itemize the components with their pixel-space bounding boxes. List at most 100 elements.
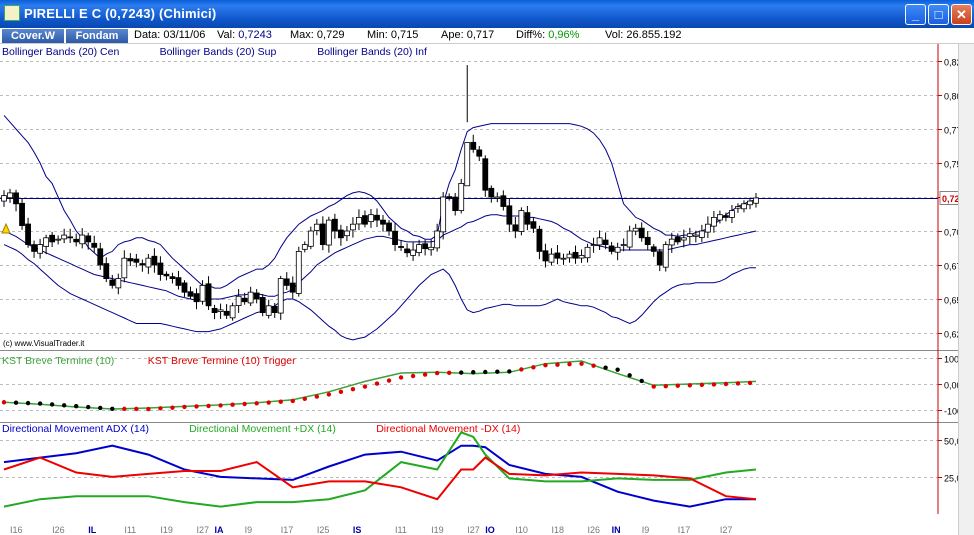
candle-body xyxy=(518,210,525,232)
candle-body xyxy=(73,238,80,243)
candle-body xyxy=(668,238,675,246)
info-diff: Diff%: 0,96% xyxy=(516,29,580,41)
candle xyxy=(115,273,122,295)
price-legend-item: Bollinger Bands (20) Cen xyxy=(2,46,119,58)
candle-body xyxy=(524,212,531,225)
candle xyxy=(151,248,158,273)
candle xyxy=(542,243,549,268)
candle-body xyxy=(344,230,350,237)
candle xyxy=(277,275,284,320)
candle-body xyxy=(434,230,441,249)
candle-body xyxy=(79,234,86,245)
candle-body xyxy=(584,246,591,259)
candle-body xyxy=(163,273,170,277)
candle xyxy=(422,239,429,256)
current-price-label: 0,7243 xyxy=(942,194,958,204)
bollinger-sup-line xyxy=(3,115,757,289)
kst-trigger-dot xyxy=(519,367,524,372)
candle xyxy=(313,219,320,236)
candle xyxy=(560,253,567,265)
candle-body xyxy=(650,246,657,252)
candle xyxy=(7,188,13,203)
candle-body xyxy=(482,158,489,191)
tab-fondam[interactable]: Fondam xyxy=(66,29,128,43)
kst-trigger-dot xyxy=(314,394,320,399)
candle-body xyxy=(199,284,206,302)
candle-body xyxy=(61,234,68,240)
x-tick-label: IL xyxy=(88,525,97,535)
candle xyxy=(127,253,134,267)
candle-body xyxy=(271,305,278,314)
kst-trigger-dot xyxy=(374,381,380,386)
candle-body xyxy=(692,234,699,237)
candle-body xyxy=(500,195,507,207)
kst-trigger-dot xyxy=(495,369,500,374)
candle xyxy=(530,217,537,233)
kst-trigger-dot xyxy=(194,404,199,409)
candle xyxy=(644,231,651,250)
tab-cover-w[interactable]: Cover.W xyxy=(2,29,64,43)
kst-trigger-dot xyxy=(422,372,428,377)
candle xyxy=(25,217,31,248)
candle-body xyxy=(43,237,50,247)
candle-body xyxy=(416,244,423,253)
window-titlebar[interactable]: PIRELLI E C (0,7243) (Chimici) _ □ ✕ xyxy=(0,0,974,28)
candle xyxy=(109,274,116,289)
candle-body xyxy=(121,257,128,279)
kst-trigger-dot xyxy=(579,361,584,366)
close-icon[interactable]: ✕ xyxy=(951,4,972,25)
copyright-text: (c) www.VisualTrader.it xyxy=(3,339,85,348)
candle-body xyxy=(301,244,308,250)
kst-trigger-dot xyxy=(555,362,560,367)
candle xyxy=(289,276,296,299)
x-tick-label: I27 xyxy=(720,525,733,535)
x-tick-label: I19 xyxy=(160,525,173,535)
kst-trigger-dot xyxy=(266,400,271,405)
kst-trigger-dot xyxy=(471,370,476,375)
candle-body xyxy=(169,276,176,279)
info-data: Data: 03/11/06 xyxy=(134,29,206,41)
candle xyxy=(253,289,260,304)
kst-trigger-dot xyxy=(446,370,452,375)
candle xyxy=(247,286,254,306)
candle xyxy=(710,210,717,233)
kst-trigger-dot xyxy=(158,406,163,411)
candle xyxy=(19,198,25,230)
candle xyxy=(295,246,302,297)
info-vol: Vol: 26.855.192 xyxy=(605,29,682,41)
candle-body xyxy=(133,258,140,263)
candle xyxy=(735,203,741,213)
candle-body xyxy=(103,263,110,279)
candle xyxy=(398,240,404,251)
candle-body xyxy=(265,305,272,316)
candle-body xyxy=(398,246,404,248)
candle xyxy=(608,241,615,255)
candle xyxy=(566,250,573,263)
candle-body xyxy=(476,149,483,157)
candle-body xyxy=(217,309,224,312)
candle-body xyxy=(458,182,465,211)
candle-body xyxy=(277,278,284,314)
candle xyxy=(356,209,362,231)
kst-trigger-dot xyxy=(723,381,729,387)
candle xyxy=(536,225,543,260)
candle-body xyxy=(596,237,603,246)
candle xyxy=(362,210,368,228)
candle xyxy=(620,238,627,252)
candle xyxy=(205,276,212,310)
maximize-icon[interactable]: □ xyxy=(928,4,949,25)
candle xyxy=(650,244,657,257)
candle xyxy=(368,208,374,228)
candle-body xyxy=(626,230,633,248)
candle-body xyxy=(741,203,747,210)
vertical-scrollbar[interactable] xyxy=(958,44,974,535)
price-tick-label: 0,7750 xyxy=(944,126,958,136)
candle xyxy=(145,254,152,274)
minimize-icon[interactable]: _ xyxy=(905,4,926,25)
candle-body xyxy=(127,258,134,262)
candle-body xyxy=(374,214,380,221)
candle xyxy=(626,225,633,251)
candle xyxy=(572,245,579,264)
candle xyxy=(271,303,278,318)
candle xyxy=(446,193,453,201)
